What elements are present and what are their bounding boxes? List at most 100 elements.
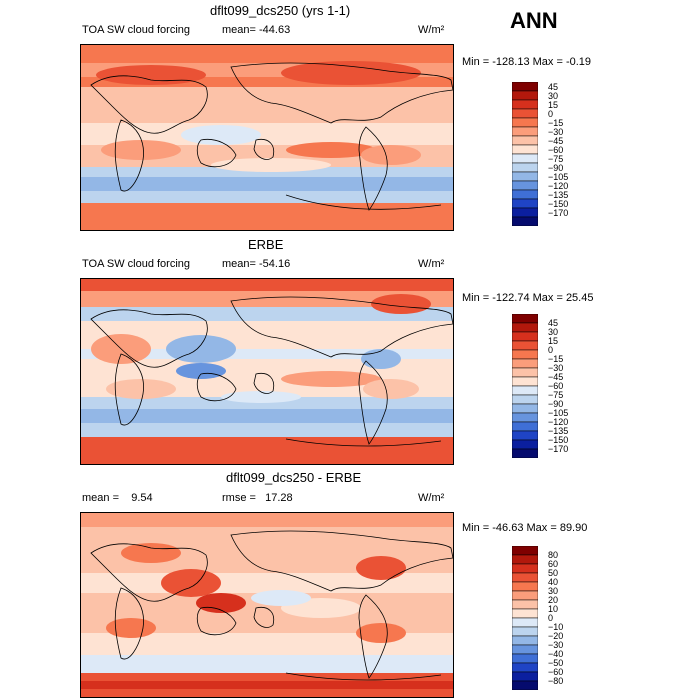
panel-3-mean: mean = 9.54 (82, 492, 153, 504)
panel-1-level-label: 15 (548, 100, 559, 110)
panel-3-level-label: 60 (548, 559, 559, 569)
colorbar-swatch (512, 162, 538, 173)
colorbar-swatch (512, 635, 538, 646)
season-label: ANN (510, 8, 558, 33)
panel-1-mean: mean= -44.63 (222, 24, 291, 36)
colorbar-swatch (512, 331, 538, 342)
panel-1-colorbar-swatches (512, 82, 538, 226)
colorbar-swatch (512, 671, 538, 682)
colorbar-swatch (512, 90, 538, 101)
colorbar-swatch (512, 617, 538, 628)
colorbar-swatch (512, 376, 538, 387)
colorbar-swatch (512, 644, 538, 655)
colorbar-swatch (512, 189, 538, 200)
colorbar-swatch (512, 108, 538, 119)
panel-3-level-label: −30 (548, 640, 564, 650)
colorbar-swatch (512, 385, 538, 396)
colorbar-swatch (512, 394, 538, 405)
panel-1-level-label: −90 (548, 163, 564, 173)
panel-3-colorbar-swatches (512, 546, 538, 690)
panel-1-level-label: −135 (548, 190, 569, 200)
panel-1-map (80, 44, 454, 231)
colorbar-swatch (512, 144, 538, 155)
colorbar-swatch (512, 153, 538, 164)
panel-1-units: W/m² (418, 24, 445, 36)
colorbar-swatch (512, 349, 538, 360)
colorbar-swatch (512, 608, 538, 619)
panel-2-map (80, 278, 454, 465)
panel-2-colorbar-swatches (512, 314, 538, 458)
panel-1-level-label: 0 (548, 109, 554, 119)
panel-3-level-label: −50 (548, 658, 564, 668)
panel-1-minmax: Min = -128.13 Max = -0.19 (462, 56, 592, 68)
colorbar-swatch (512, 572, 538, 583)
colorbar-swatch (512, 322, 538, 333)
panel-2-minmax: Min = -122.74 Max = 25.45 (462, 292, 594, 304)
panel-2-level-label: 45 (548, 318, 559, 328)
panel-1-level-label: −45 (548, 136, 564, 146)
colorbar-swatch (512, 680, 538, 690)
colorbar-swatch (512, 171, 538, 182)
panel-2-level-label: −75 (548, 390, 564, 400)
panel-2-level-label: −120 (548, 417, 569, 427)
colorbar-swatch (512, 546, 538, 556)
colorbar-swatch (512, 403, 538, 414)
colorbar-swatch (512, 590, 538, 601)
colorbar-swatch (512, 135, 538, 146)
colorbar-swatch (512, 599, 538, 610)
colorbar-swatch (512, 340, 538, 351)
panel-3-rmse: rmse = 17.28 (222, 492, 293, 504)
colorbar-swatch (512, 117, 538, 128)
colorbar-swatch (512, 448, 538, 458)
panel-3-minmax: Min = -46.63 Max = 89.90 (462, 522, 588, 534)
panel-1-title: dflt099_dcs250 (yrs 1-1) (210, 3, 351, 18)
panel-2-colorbar (512, 314, 538, 458)
panel-2-level-label: −135 (548, 426, 569, 436)
panel-2-level-label: −170 (548, 444, 569, 454)
colorbar-swatch (512, 430, 538, 441)
panel-3-level-label: 80 (548, 550, 559, 560)
panel-2-level-label: −90 (548, 399, 564, 409)
panel-1-level-label: −120 (548, 181, 569, 191)
colorbar-swatch (512, 439, 538, 450)
panel-1-level-label: 30 (548, 91, 559, 101)
colorbar-swatch (512, 662, 538, 673)
panel-3-title: dflt099_dcs250 - ERBE (226, 470, 362, 485)
panel-3-units: W/m² (418, 492, 445, 504)
colorbar-swatch (512, 82, 538, 92)
colorbar-swatch (512, 626, 538, 637)
colorbar-swatch (512, 126, 538, 137)
panel-2-field-label: TOA SW cloud forcing (82, 258, 191, 270)
panel-1-level-label: −170 (548, 208, 569, 218)
colorbar-swatch (512, 314, 538, 324)
panel-3-level-label: 20 (548, 595, 559, 605)
panel-2-title: ERBE (248, 237, 284, 252)
colorbar-swatch (512, 207, 538, 218)
panel-1-colorbar (512, 82, 538, 226)
colorbar-swatch (512, 421, 538, 432)
panel-2-level-label: 0 (548, 345, 554, 355)
panel-1-level-label: 45 (548, 82, 559, 92)
colorbar-swatch (512, 358, 538, 369)
panel-3-level-label: 0 (548, 613, 554, 623)
panel-1-level-label: −75 (548, 154, 564, 164)
colorbar-swatch (512, 198, 538, 209)
panel-2-level-label: −60 (548, 381, 564, 391)
colorbar-swatch (512, 180, 538, 191)
panel-3-level-label: −80 (548, 676, 564, 686)
panel-2-level-label: −45 (548, 372, 564, 382)
panel-1-level-label: −60 (548, 145, 564, 155)
panel-1-level-label: −105 (548, 172, 569, 182)
panel-2-units: W/m² (418, 258, 445, 270)
panel-2-level-label: −15 (548, 354, 564, 364)
panel-1-level-label: −30 (548, 127, 564, 137)
colorbar-swatch (512, 412, 538, 423)
panel-2-level-label: 15 (548, 336, 559, 346)
panel-1-level-label: −150 (548, 199, 569, 209)
panel-1-level-label: −15 (548, 118, 564, 128)
panel-3-level-label: 30 (548, 586, 559, 596)
panel-3-level-label: −20 (548, 631, 564, 641)
panel-2-level-label: −150 (548, 435, 569, 445)
colorbar-swatch (512, 216, 538, 226)
panel-2-level-label: −30 (548, 363, 564, 373)
